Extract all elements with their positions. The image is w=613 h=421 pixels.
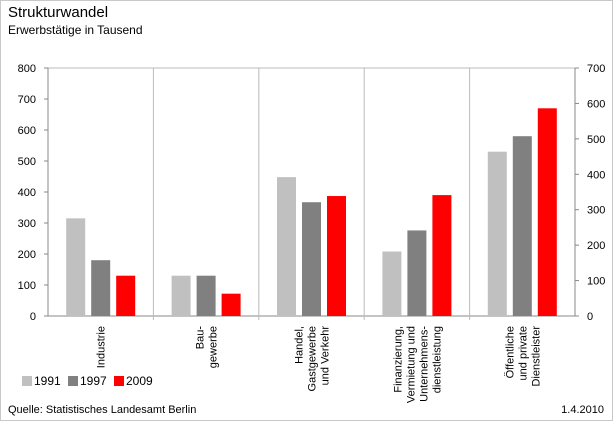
left-tick-label: 300 bbox=[18, 218, 36, 230]
bar-2009 bbox=[537, 108, 557, 316]
legend-swatch-2009 bbox=[114, 376, 124, 386]
legend-swatch-1991 bbox=[22, 376, 32, 386]
legend-label-2009: 2009 bbox=[126, 374, 153, 388]
category-label-line: dienstleistung bbox=[431, 326, 443, 393]
category-label-line: Unternehmens- bbox=[418, 326, 430, 402]
bar-2009 bbox=[432, 195, 452, 316]
left-tick-label: 500 bbox=[18, 156, 36, 168]
left-tick-label: 700 bbox=[18, 94, 36, 106]
bar-1991 bbox=[171, 275, 191, 316]
category-label-line: Bau- bbox=[195, 326, 207, 350]
left-tick-label: 600 bbox=[18, 125, 36, 137]
category-label: Industrie bbox=[96, 326, 108, 368]
bar-1991 bbox=[66, 218, 86, 316]
right-tick-label: 700 bbox=[587, 63, 605, 75]
category-label: Bau-gewerbe bbox=[195, 326, 220, 369]
category-label-line: Finanzierung, bbox=[392, 326, 404, 393]
category-label: Öffentlicheund privateDienstleister bbox=[504, 326, 542, 387]
right-tick-label: 400 bbox=[587, 169, 605, 181]
category-label-line: gewerbe bbox=[208, 326, 220, 368]
category-label-line: Dienstleister bbox=[530, 326, 542, 387]
right-tick-label: 100 bbox=[587, 276, 605, 288]
bar-1991 bbox=[277, 177, 296, 316]
bar-1991 bbox=[487, 151, 507, 316]
legend-swatch-1997 bbox=[68, 376, 78, 386]
chart-title: Strukturwandel bbox=[8, 4, 109, 21]
category-label-line: und Verkehr bbox=[320, 326, 332, 386]
bar-2009 bbox=[221, 293, 241, 316]
publication-date: 1.4.2010 bbox=[561, 404, 604, 416]
right-tick-label: 200 bbox=[587, 240, 605, 252]
left-tick-label: 800 bbox=[18, 63, 36, 75]
left-tick-label: 0 bbox=[30, 311, 36, 323]
category-label-line: Handel, bbox=[294, 326, 306, 364]
legend-label-1997: 1997 bbox=[80, 374, 107, 388]
left-tick-label: 100 bbox=[18, 280, 36, 292]
right-tick-label: 600 bbox=[587, 98, 605, 110]
left-tick-label: 400 bbox=[18, 187, 36, 199]
category-label-line: Vermietung und bbox=[405, 326, 417, 403]
legend-label-1991: 1991 bbox=[34, 374, 61, 388]
bar-1997 bbox=[196, 275, 216, 316]
category-label-line: Öffentliche bbox=[504, 326, 516, 378]
category-label-line: Industrie bbox=[96, 326, 108, 368]
right-tick-label: 500 bbox=[587, 134, 605, 146]
right-tick-label: 0 bbox=[587, 311, 593, 323]
left-tick-label: 200 bbox=[18, 249, 36, 261]
source-note: Quelle: Statistisches Landesamt Berlin bbox=[8, 404, 197, 416]
chart-subtitle: Erwerbstätige in Tausend bbox=[8, 23, 143, 37]
bar-2009 bbox=[327, 196, 346, 316]
bar-1997 bbox=[407, 230, 427, 316]
right-tick-label: 300 bbox=[587, 205, 605, 217]
bar-1997 bbox=[302, 202, 321, 316]
category-label-line: Gastgewerbe bbox=[307, 326, 319, 391]
category-label: Handel,Gastgewerbeund Verkehr bbox=[294, 326, 332, 392]
bar-1997 bbox=[91, 260, 111, 316]
bar-1991 bbox=[382, 251, 402, 316]
category-label: Finanzierung,Vermietung undUnternehmens-… bbox=[392, 326, 443, 403]
category-label-line: und private bbox=[517, 326, 529, 380]
bar-1997 bbox=[512, 136, 532, 316]
bar-2009 bbox=[116, 275, 136, 316]
